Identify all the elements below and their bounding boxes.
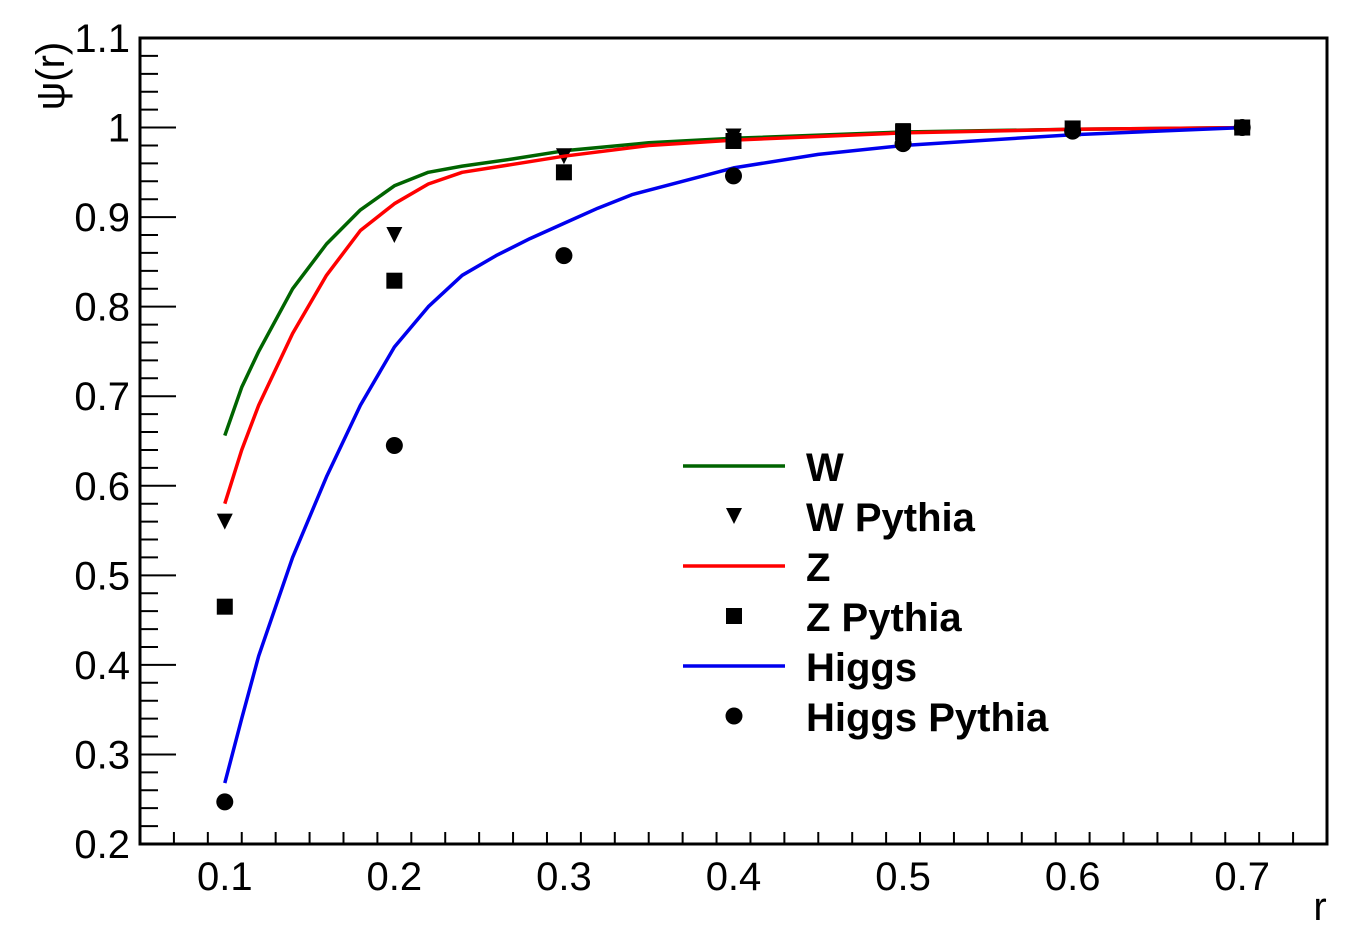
z-pythia-point — [725, 132, 742, 149]
z-pythia-point — [895, 124, 912, 141]
higgs-pythia-point — [1064, 122, 1082, 140]
y-tick-label: 0.7 — [74, 375, 130, 419]
legend-label-higgs: Higgs — [806, 646, 917, 690]
y-tick-label: 0.9 — [74, 196, 130, 240]
x-tick-label: 0.3 — [536, 855, 592, 899]
x-tick-label: 0.1 — [197, 855, 253, 899]
y-tick-label: 0.5 — [74, 554, 130, 598]
higgs-pythia-point — [1233, 119, 1251, 137]
legend-marker-w-pythia — [726, 508, 742, 524]
x-axis-title: r — [1313, 885, 1326, 929]
x-tick-label: 0.4 — [706, 855, 762, 899]
higgs-pythia-point — [725, 167, 742, 185]
y-tick-label: 0.3 — [74, 733, 130, 777]
z-pythia-point — [216, 598, 233, 615]
legend-marker-z-pythia — [726, 608, 742, 624]
higgs-pythia-point — [216, 793, 234, 811]
x-tick-label: 0.7 — [1214, 855, 1270, 899]
x-tick-label: 0.6 — [1045, 855, 1101, 899]
w-pythia-point — [216, 513, 233, 530]
z-pythia-point — [386, 272, 403, 289]
y-tick-label: 0.8 — [74, 286, 130, 330]
legend: W W Pythia Z Z Pythia Higgs Higgs Pythia — [683, 446, 1049, 740]
y-tick-label: 0.4 — [74, 644, 130, 688]
higgs-pythia-point — [555, 247, 573, 265]
y-tick-label: 1.1 — [74, 17, 130, 61]
w-pythia-point — [386, 227, 403, 244]
z-pythia-point — [555, 164, 572, 181]
legend-label-w: W — [806, 446, 844, 490]
legend-label-higgs-pythia: Higgs Pythia — [806, 696, 1049, 740]
z-line — [223, 125, 1243, 505]
plot-frame — [138, 36, 1329, 846]
legend-label-w-pythia: W Pythia — [806, 496, 976, 540]
higgs-pythia-point — [894, 135, 912, 153]
y-axis-title: ψ(r) — [29, 42, 73, 110]
tick-labels: 0.1 0.2 0.3 0.4 0.5 0.6 0.7 0.2 0.3 0.4 0.5 0.6 0.7 0… — [74, 17, 1270, 899]
plot-data — [216, 119, 1251, 811]
higgs-pythia-point — [385, 436, 403, 454]
y-tick-label: 0.6 — [74, 465, 130, 509]
higgs-line — [223, 125, 1243, 784]
x-tick-label: 0.2 — [367, 855, 423, 899]
legend-label-z: Z — [806, 546, 830, 590]
axis-ticks — [139, 37, 1328, 845]
y-tick-label: 0.2 — [74, 823, 130, 867]
legend-marker-higgs-pythia — [725, 707, 743, 725]
x-tick-label: 0.5 — [875, 855, 931, 899]
legend-label-z-pythia: Z Pythia — [806, 596, 962, 640]
y-tick-label: 1 — [108, 107, 130, 151]
